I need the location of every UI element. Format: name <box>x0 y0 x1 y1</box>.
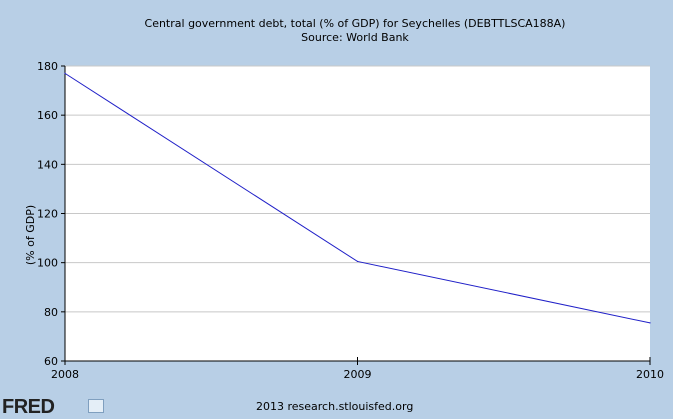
axis-layer: 60 80 100 120 140 160 180 2008 2009 2010 <box>37 60 664 381</box>
grid-layer <box>65 65 650 313</box>
y-axis-label: (% of GDP) <box>24 205 37 265</box>
y-tick-label: 160 <box>37 109 58 122</box>
chart-subtitle: Source: World Bank <box>301 31 409 44</box>
chart-title: Central government debt, total (% of GDP… <box>144 17 566 30</box>
y-tick-label: 140 <box>37 158 58 171</box>
y-tick-label: 80 <box>44 306 58 319</box>
y-tick-label: 120 <box>37 208 58 221</box>
y-tick-label: 60 <box>44 355 58 368</box>
fred-logo: FRED <box>2 396 55 418</box>
data-point <box>356 260 359 263</box>
x-tick-label: 2010 <box>636 368 664 381</box>
footer-credit: 2013 research.stlouisfed.org <box>256 400 414 413</box>
y-tick-label: 180 <box>37 60 58 73</box>
data-point <box>649 322 651 324</box>
x-tick-label: 2009 <box>344 368 372 381</box>
fred-logo-icon <box>88 399 104 413</box>
series-layer <box>64 72 651 324</box>
x-tick-label: 2008 <box>51 368 79 381</box>
data-point <box>64 72 66 74</box>
y-tick-label: 100 <box>37 257 58 270</box>
